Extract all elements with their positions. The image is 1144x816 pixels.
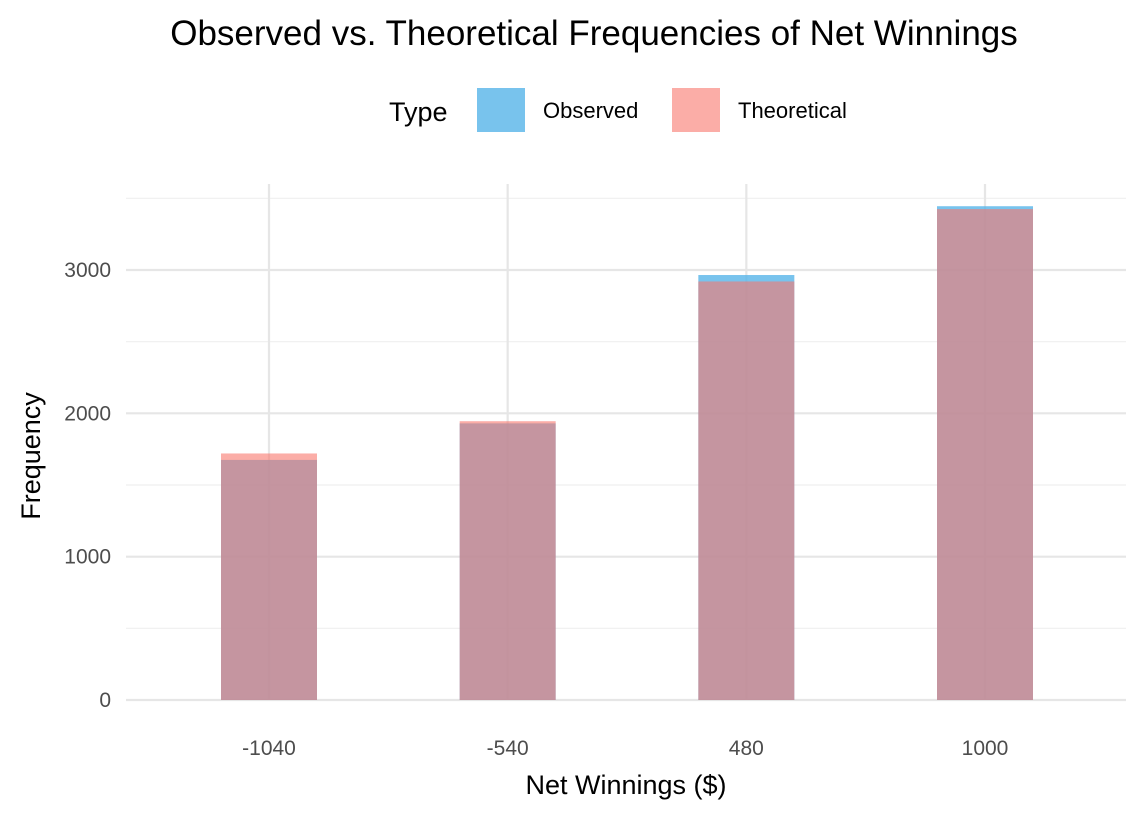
bar-theoretical--540 xyxy=(459,421,556,700)
x-tick-label: 1000 xyxy=(962,737,1009,760)
y-axis-title: Frequency xyxy=(16,392,46,520)
x-axis-title: Net Winnings ($) xyxy=(525,770,726,800)
y-axis-ticks: 0 1000 2000 3000 xyxy=(64,259,111,712)
legend-label-observed: Observed xyxy=(543,98,638,123)
bar-theoretical-1000 xyxy=(937,209,1033,701)
legend-key-theoretical xyxy=(672,88,720,132)
legend-key-observed xyxy=(477,88,525,132)
bar-theoretical--1040 xyxy=(221,453,317,700)
legend: Type Observed Theoretical xyxy=(389,88,847,132)
y-tick-label: 3000 xyxy=(64,259,111,282)
legend-label-theoretical: Theoretical xyxy=(738,98,847,123)
bars xyxy=(221,206,1033,701)
y-tick-label: 2000 xyxy=(64,402,111,425)
y-tick-label: 0 xyxy=(99,689,111,712)
x-tick-label: -1040 xyxy=(242,737,296,760)
x-axis-ticks: -1040 -540 480 1000 xyxy=(242,737,1008,760)
legend-title: Type xyxy=(389,97,448,127)
y-tick-label: 1000 xyxy=(64,546,111,569)
chart-title: Observed vs. Theoretical Frequencies of … xyxy=(170,14,1018,53)
x-tick-label: -540 xyxy=(487,737,529,760)
x-tick-label: 480 xyxy=(729,737,764,760)
bar-theoretical-480 xyxy=(698,281,795,700)
